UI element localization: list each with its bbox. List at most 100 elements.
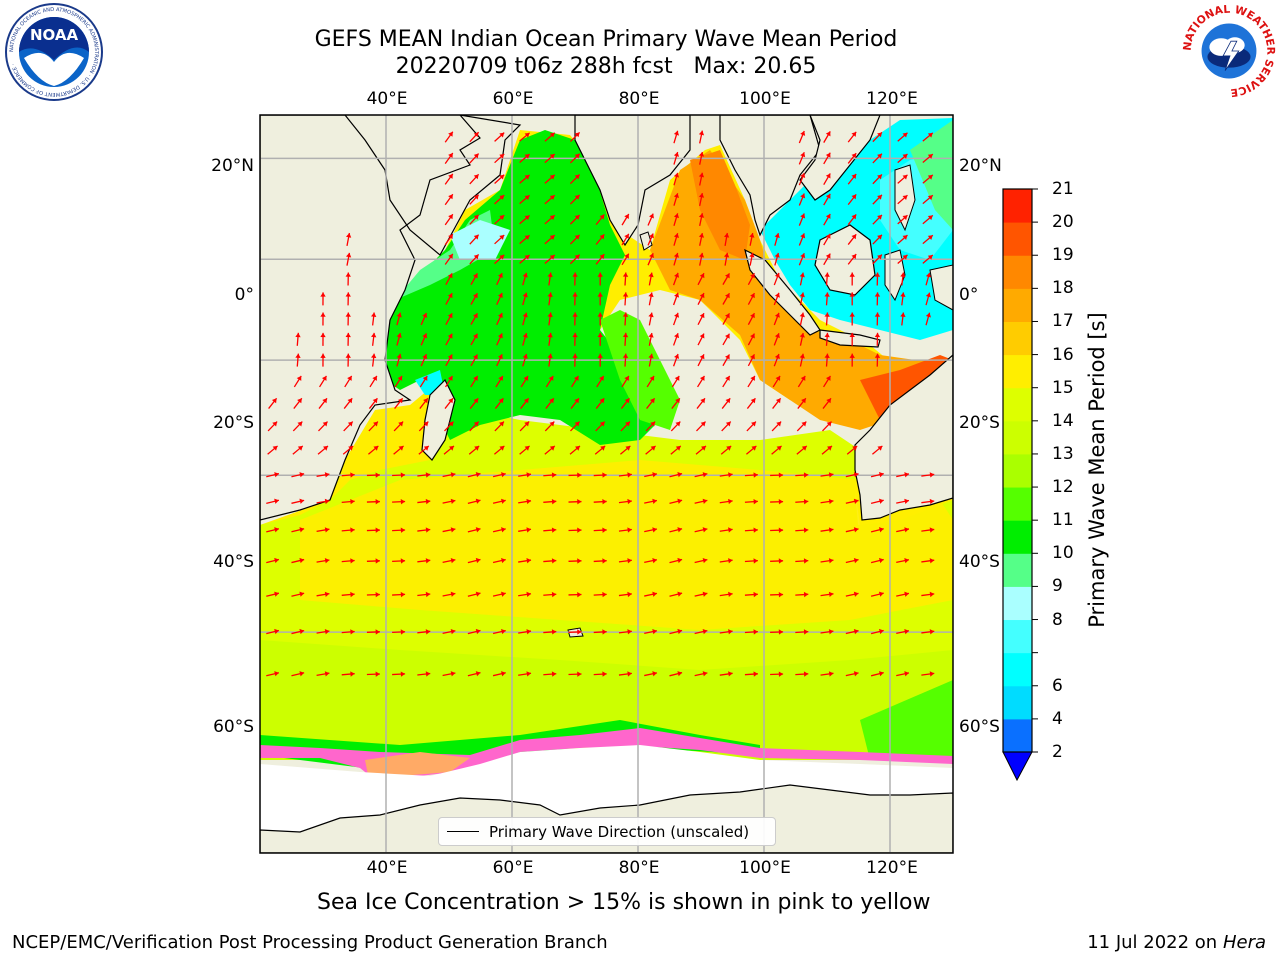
wave-direction-arrow	[722, 354, 731, 367]
wave-direction-arrow	[522, 332, 528, 346]
wave-direction-arrow	[543, 671, 557, 677]
wave-direction-arrow	[492, 527, 506, 533]
wave-direction-arrow	[847, 253, 857, 265]
wave-direction-arrow	[897, 234, 908, 245]
wave-direction-arrow	[392, 629, 406, 635]
wave-direction-arrow	[672, 272, 680, 286]
wave-direction-arrow	[723, 252, 730, 266]
wave-direction-arrow	[467, 527, 481, 533]
wave-direction-arrow	[519, 153, 530, 164]
wave-direction-arrow	[544, 421, 555, 432]
wave-direction-arrow	[669, 628, 683, 635]
wave-direction-arrow	[669, 527, 683, 533]
wave-direction-arrow	[519, 421, 530, 432]
wave-direction-arrow	[774, 233, 780, 246]
wave-direction-arrow	[266, 591, 280, 597]
wave-direction-arrow	[694, 557, 708, 564]
wave-direction-arrow	[747, 354, 755, 367]
wave-direction-arrow	[618, 472, 632, 478]
wave-direction-arrow	[267, 421, 278, 432]
wave-direction-arrow	[823, 193, 831, 206]
land-java	[819, 329, 881, 348]
wave-direction-arrow	[644, 557, 658, 564]
wave-direction-arrow	[747, 375, 756, 388]
wave-direction-arrow	[518, 671, 532, 677]
wave-direction-arrow	[366, 629, 380, 635]
wave-direction-arrow	[469, 153, 480, 164]
wave-direction-arrow	[847, 233, 857, 245]
wave-direction-arrow	[925, 272, 931, 286]
wave-direction-arrow	[494, 153, 505, 164]
wave-direction-arrow	[266, 557, 280, 564]
wave-direction-arrow	[320, 312, 326, 326]
wave-direction-arrow	[417, 591, 431, 598]
wave-direction-arrow	[419, 375, 428, 388]
wave-direction-arrow	[392, 558, 406, 564]
wave-direction-arrow	[770, 629, 784, 635]
y-tick-right-20n: 20°N	[959, 156, 1002, 176]
nws-logo: NATIONAL WEATHER SERVICE	[1181, 3, 1278, 100]
wave-direction-arrow	[569, 234, 581, 245]
wave-direction-arrow	[644, 498, 658, 504]
wave-direction-arrow	[798, 152, 806, 165]
wave-direction-arrow	[470, 333, 478, 346]
wave-direction-arrow	[417, 629, 431, 635]
wave-direction-arrow	[494, 254, 505, 265]
wave-direction-arrow	[593, 527, 607, 533]
wave-direction-arrow	[344, 375, 353, 388]
wave-direction-arrow	[747, 312, 755, 326]
wave-direction-arrow	[544, 214, 556, 225]
land-australia	[854, 354, 953, 521]
wave-direction-arrow	[872, 194, 883, 205]
wave-direction-arrow	[618, 558, 632, 564]
wave-direction-arrow	[492, 557, 506, 564]
x-tick-bottom-40e: 40°E	[366, 858, 408, 878]
wave-direction-arrow	[593, 629, 607, 635]
wave-direction-arrow	[494, 174, 505, 184]
wave-direction-arrow	[744, 558, 758, 564]
wave-direction-arrow	[797, 375, 806, 388]
y-tick-left-40s: 40°S	[213, 552, 254, 572]
wave-direction-arrow	[746, 421, 757, 432]
wave-direction-arrow	[366, 499, 380, 505]
wave-direction-arrow	[771, 445, 782, 455]
wave-direction-arrow	[870, 498, 884, 505]
wave-direction-arrow	[922, 132, 934, 142]
wave-direction-arrow	[922, 153, 934, 163]
wave-direction-arrow	[845, 671, 859, 677]
wave-direction-arrow	[673, 213, 680, 226]
wave-direction-arrow	[492, 591, 506, 597]
wave-direction-arrow	[570, 397, 580, 409]
wave-direction-arrow	[320, 353, 326, 367]
wave-direction-arrow	[798, 193, 806, 206]
wave-direction-arrow	[644, 671, 658, 677]
wave-direction-arrow	[896, 498, 910, 504]
wave-direction-arrow	[770, 527, 784, 533]
wave-direction-arrow	[870, 628, 884, 635]
wave-direction-arrow	[393, 445, 404, 455]
wave-direction-arrow	[345, 332, 351, 346]
wave-direction-arrow	[670, 421, 681, 432]
wave-direction-arrow	[266, 628, 280, 635]
wave-direction-arrow	[470, 375, 479, 388]
wave-direction-arrow	[496, 272, 503, 286]
wave-direction-arrow	[442, 671, 456, 677]
wave-direction-arrow	[469, 253, 480, 265]
footer-host: Hera	[1222, 932, 1266, 953]
wave-direction-arrow	[673, 252, 680, 266]
wave-direction-arrow	[672, 312, 680, 326]
wave-direction-arrow	[796, 445, 808, 455]
wave-direction-arrow	[469, 421, 480, 432]
wave-direction-arrow	[496, 333, 503, 346]
wave-direction-arrow	[746, 397, 756, 409]
wave-direction-arrow	[496, 292, 503, 306]
legend-line-swatch	[447, 831, 479, 832]
wave-direction-arrow	[494, 194, 505, 205]
wave-direction-arrow	[847, 214, 857, 226]
land-newguinea	[929, 264, 953, 311]
wave-direction-arrow	[645, 421, 656, 432]
wave-direction-arrow	[467, 671, 481, 677]
wave-direction-arrow	[568, 472, 582, 478]
wave-direction-arrow	[597, 272, 603, 286]
wave-direction-arrow	[719, 671, 733, 677]
